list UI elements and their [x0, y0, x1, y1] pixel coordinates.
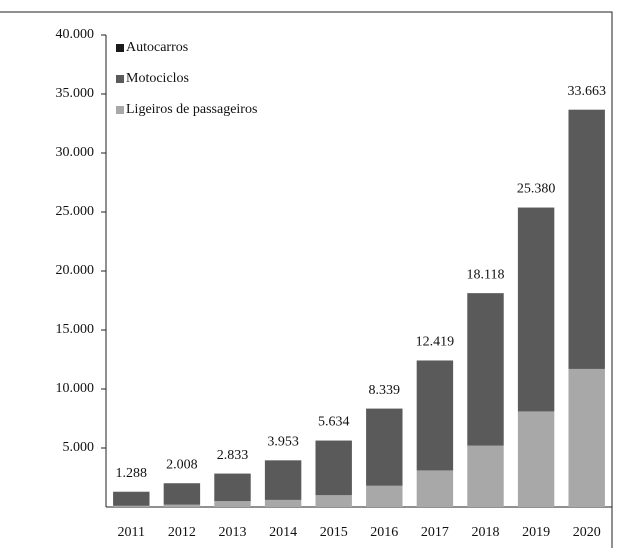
- bar-segment: [467, 446, 503, 507]
- total-label: 2.833: [217, 448, 249, 463]
- y-tick-label: 35.000: [56, 86, 95, 101]
- x-tick-label: 2016: [370, 525, 398, 540]
- total-label: 33.663: [567, 84, 606, 99]
- y-tick-label: 10.000: [56, 381, 95, 396]
- bar-segment: [366, 409, 402, 486]
- total-label: 12.419: [416, 335, 455, 350]
- x-tick-label: 2019: [522, 525, 550, 540]
- x-tick-label: 2014: [269, 525, 297, 540]
- bar-segment: [518, 411, 554, 507]
- bar-segment: [265, 461, 301, 500]
- bar-segment: [214, 474, 250, 501]
- total-label: 1.288: [116, 466, 148, 481]
- legend-label: Autocarros: [126, 40, 188, 55]
- bar-segment: [265, 500, 301, 507]
- x-tick-label: 2018: [472, 525, 500, 540]
- bar-segment: [568, 110, 604, 369]
- bar-segment: [164, 505, 200, 507]
- bar-segment: [366, 486, 402, 507]
- y-tick-label: 30.000: [56, 145, 95, 160]
- total-label: 2.008: [166, 458, 198, 473]
- y-tick-label: 15.000: [56, 322, 95, 337]
- x-tick-label: 2012: [168, 525, 196, 540]
- total-label: 25.380: [517, 182, 556, 197]
- bar-segment: [113, 492, 149, 506]
- bar-segment: [417, 470, 453, 507]
- bar-segment: [315, 441, 351, 495]
- legend-label: Ligeiros de passageiros: [126, 102, 257, 117]
- bar-segment: [417, 361, 453, 471]
- total-label: 5.634: [318, 415, 350, 430]
- y-tick-label: 5.000: [63, 440, 95, 455]
- y-tick-label: 25.000: [56, 204, 95, 219]
- bar-segment: [113, 506, 149, 507]
- x-tick-label: 2011: [118, 525, 145, 540]
- legend-swatch: [116, 106, 124, 114]
- total-label: 18.118: [467, 267, 505, 282]
- x-tick-label: 2017: [421, 525, 449, 540]
- legend-swatch: [116, 44, 124, 52]
- bar-segment: [568, 369, 604, 507]
- bar-segment: [164, 484, 200, 505]
- x-tick-label: 2015: [320, 525, 348, 540]
- bar-segment: [518, 208, 554, 412]
- total-label: 8.339: [369, 383, 401, 398]
- x-tick-label: 2020: [573, 525, 601, 540]
- x-tick-label: 2013: [219, 525, 247, 540]
- y-tick-label: 20.000: [56, 263, 95, 278]
- bar-segment: [467, 293, 503, 445]
- y-tick-label: 40.000: [56, 27, 95, 42]
- total-label: 3.953: [267, 435, 299, 450]
- legend-label: Motociclos: [126, 71, 189, 86]
- bar-segment: [315, 495, 351, 507]
- bar-segment: [214, 501, 250, 507]
- legend-swatch: [116, 75, 124, 83]
